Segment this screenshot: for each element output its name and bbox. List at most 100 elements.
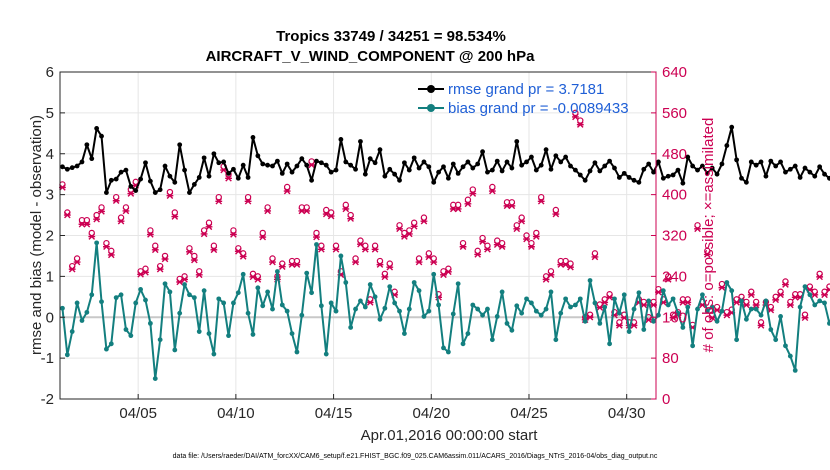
obs-assimilated-point xyxy=(694,225,701,233)
bias-point xyxy=(563,296,569,302)
rmse-point xyxy=(485,169,490,175)
obs-assimilated-point xyxy=(244,197,252,205)
rmse-point xyxy=(358,139,363,144)
obs-assimilated-point xyxy=(186,248,193,256)
bias-point xyxy=(94,240,100,246)
x-tick-label: 04/30 xyxy=(608,405,646,422)
bias-point xyxy=(216,296,222,302)
y-right-tick-label: 80 xyxy=(662,350,679,367)
bias-point xyxy=(504,320,510,326)
rmse-point xyxy=(646,161,652,167)
obs-assimilated-point xyxy=(742,301,750,309)
bias-point xyxy=(529,300,534,306)
rmse-point xyxy=(475,161,481,167)
rmse-point xyxy=(431,179,437,185)
obs-assimilated-point xyxy=(93,215,101,223)
bias-point xyxy=(592,300,598,306)
rmse-point xyxy=(739,175,744,181)
bias-point xyxy=(426,308,432,314)
bias-point xyxy=(626,329,632,334)
obs-assimilated-point xyxy=(103,243,110,251)
bias-point xyxy=(485,306,490,312)
bias-point xyxy=(358,298,363,304)
y-right-tick-label: 480 xyxy=(662,146,687,163)
y-tick-label: 4 xyxy=(46,146,54,163)
rmse-point xyxy=(328,169,334,175)
bias-series xyxy=(60,240,830,381)
rmse-point xyxy=(753,162,759,168)
bias-point xyxy=(431,271,437,277)
y-tick-label: 0 xyxy=(46,309,54,326)
bias-point xyxy=(822,300,827,306)
bias-point xyxy=(753,306,759,312)
bias-point xyxy=(226,333,231,339)
rmse-point xyxy=(822,171,827,177)
rmse-point xyxy=(94,126,100,131)
rmse-point xyxy=(108,177,114,183)
rmse-point xyxy=(133,188,139,193)
rmse-point xyxy=(690,163,696,169)
bias-point xyxy=(743,316,749,322)
obs-assimilated-point xyxy=(767,306,775,314)
bias-point xyxy=(289,331,295,336)
bias-point xyxy=(250,332,256,337)
bias-point xyxy=(343,280,349,285)
rmse-point xyxy=(597,168,603,174)
obs-assimilated-point xyxy=(518,217,526,225)
footnote: data file: /Users/raeder/DAI/ATM_forcXX/… xyxy=(173,453,658,460)
bias-point xyxy=(128,333,134,339)
rmse-point xyxy=(60,164,65,170)
bias-point xyxy=(553,337,559,343)
obs-assimilated-point xyxy=(264,207,272,215)
rmse-point xyxy=(504,159,510,165)
rmse-point xyxy=(289,169,295,175)
bias-point xyxy=(827,320,830,326)
obs-assimilated-point xyxy=(703,251,711,258)
bias-point xyxy=(572,302,578,308)
bias-point xyxy=(514,303,520,309)
bias-point xyxy=(621,292,627,298)
obs-possible-point xyxy=(572,109,579,117)
rmse-point xyxy=(362,171,368,177)
bias-point xyxy=(797,304,803,310)
obs-assimilated-point xyxy=(215,197,223,205)
obs-assimilated-point xyxy=(146,231,154,238)
rmse-point xyxy=(499,168,505,174)
obs-assimilated-point xyxy=(571,113,579,121)
bias-point xyxy=(402,331,407,336)
obs-possible-point xyxy=(494,237,501,244)
rmse-point xyxy=(314,158,319,164)
rmse-point xyxy=(636,179,642,185)
bias-point xyxy=(99,299,104,305)
obs-possible-point xyxy=(469,186,477,193)
obs-assimilated-point xyxy=(576,121,584,128)
obs-assimilated-point xyxy=(615,322,623,329)
obs-assimilated-point xyxy=(464,200,472,208)
obs-possible-point xyxy=(230,227,237,234)
rmse-point xyxy=(279,170,285,176)
rmse-point xyxy=(318,160,324,166)
obs-possible-point xyxy=(464,196,472,203)
obs-assimilated-point xyxy=(293,261,301,268)
bias-point xyxy=(641,327,647,332)
rmse-point xyxy=(460,164,466,170)
bias-point xyxy=(304,270,310,276)
legend-bias-marker xyxy=(427,104,435,112)
obs-assimilated-point xyxy=(498,243,506,251)
obs-assimilated-point xyxy=(117,217,125,225)
rmse-point xyxy=(152,190,158,195)
obs-assimilated-point xyxy=(488,187,496,195)
rmse-point xyxy=(553,153,559,159)
obs-possible-point xyxy=(210,242,218,249)
bias-point xyxy=(231,300,236,306)
rmse-point xyxy=(64,166,70,172)
bias-point xyxy=(807,292,813,298)
obs-assimilated-point xyxy=(425,253,433,261)
rmse-point xyxy=(582,177,588,183)
y-axis-right: 0 80 160 240 320 400 480 560 640 xyxy=(651,64,687,408)
obs-assimilated-point xyxy=(454,205,462,213)
obs-possible-point xyxy=(171,209,179,216)
bias-point xyxy=(524,296,529,302)
bias-point xyxy=(729,288,735,294)
obs-possible-point xyxy=(98,204,105,211)
